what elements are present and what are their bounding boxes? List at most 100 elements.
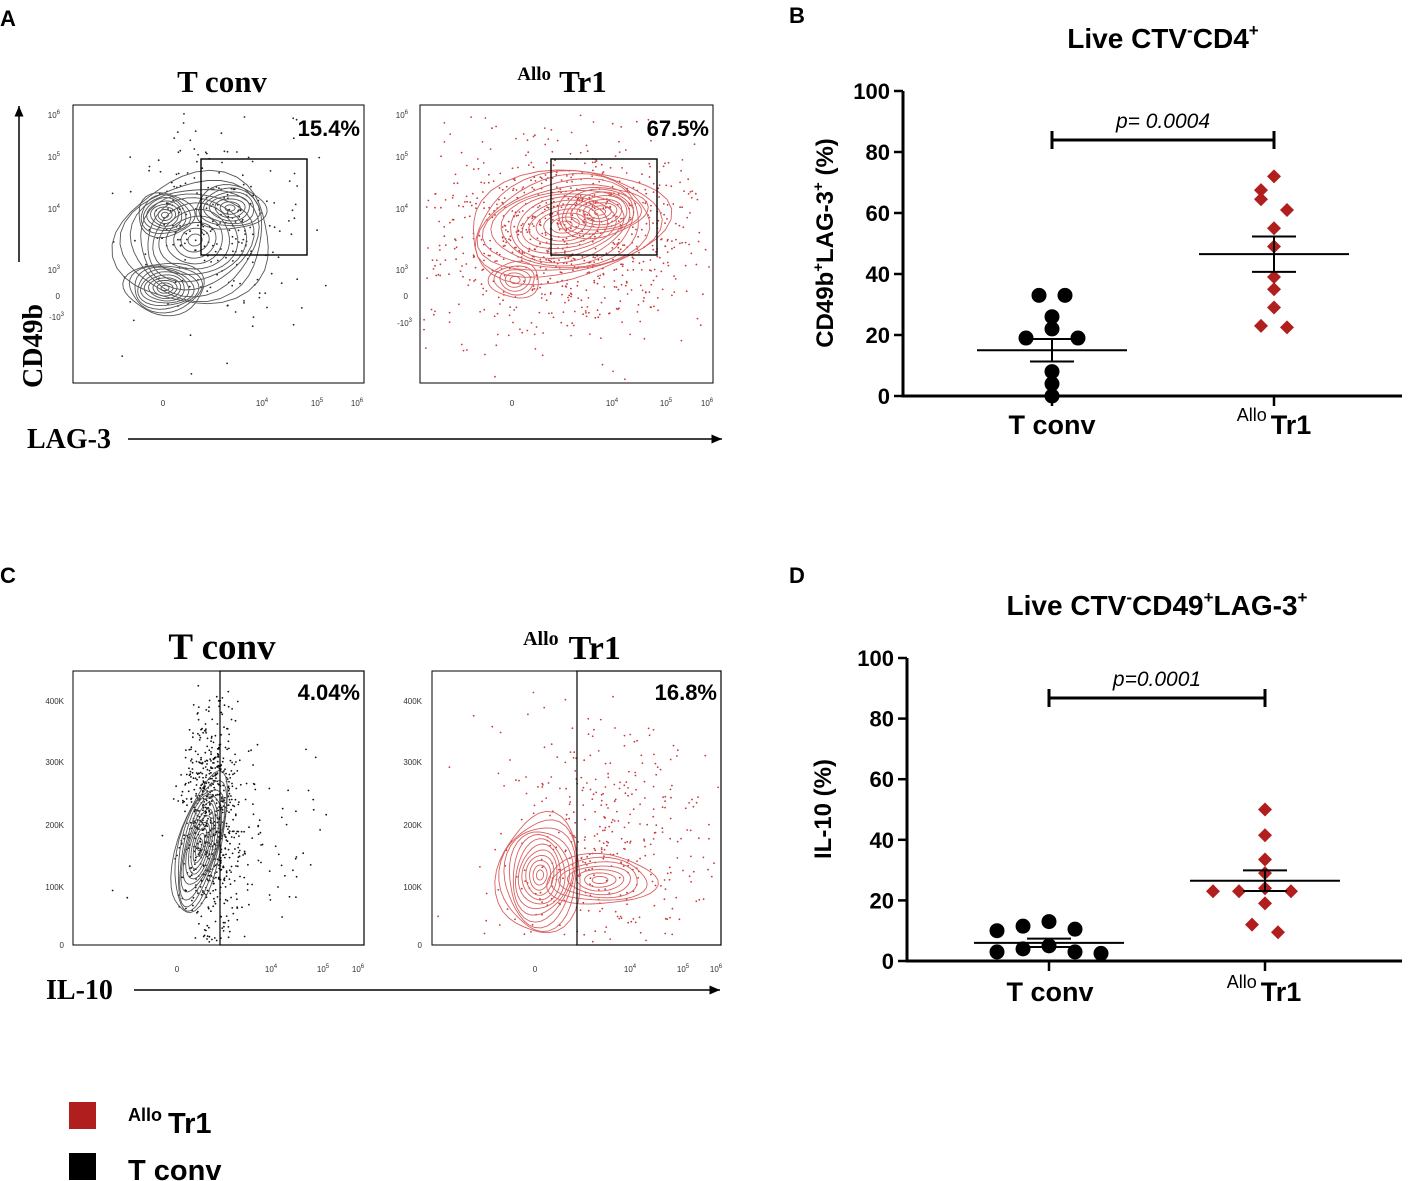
event-dot <box>175 785 178 788</box>
event-dot <box>549 277 552 280</box>
event-dot <box>569 152 572 155</box>
event-dot <box>641 173 643 176</box>
event-dot <box>600 793 603 796</box>
event-dot <box>561 285 564 288</box>
event-dot <box>190 874 193 877</box>
event-dot <box>228 798 231 801</box>
event-dot <box>597 889 600 891</box>
event-dot <box>247 863 249 866</box>
data-point-tr1 <box>1267 169 1281 184</box>
event-dot <box>197 732 199 735</box>
event-dot <box>193 869 195 871</box>
event-dot <box>619 781 621 784</box>
event-dot <box>452 194 454 197</box>
event-dot <box>592 256 595 258</box>
event-dot <box>200 756 203 759</box>
event-dot <box>481 269 484 271</box>
event-dot <box>560 321 563 324</box>
event-dot <box>542 784 544 786</box>
event-dot <box>589 877 592 880</box>
event-dot <box>221 927 224 929</box>
event-dot <box>603 286 606 288</box>
chart-b-ylabel: CD49b+LAG-3+ (%) <box>810 138 839 348</box>
event-dot <box>196 778 198 781</box>
flow-c-right-title-sup: Allo <box>523 628 559 650</box>
data-point-tconv <box>1044 376 1060 392</box>
event-dot <box>210 796 213 798</box>
event-dot <box>111 889 114 892</box>
event-dot <box>681 206 684 209</box>
event-dot <box>192 704 195 706</box>
data-point-tconv <box>1070 330 1086 346</box>
event-dot <box>556 756 559 758</box>
event-dot <box>613 269 616 271</box>
event-dot <box>673 246 676 249</box>
event-dot <box>644 291 647 294</box>
event-dot <box>243 850 246 853</box>
event-dot <box>671 933 674 936</box>
event-dot <box>512 321 514 324</box>
event-dot <box>553 260 556 263</box>
event-dot <box>181 790 184 793</box>
event-dot <box>497 888 500 891</box>
data-point-tr1 <box>1206 884 1220 899</box>
event-dot <box>591 940 594 943</box>
event-dot <box>237 830 240 833</box>
event-dot <box>512 189 514 192</box>
event-dot <box>621 167 623 169</box>
event-dot <box>205 774 208 776</box>
event-dot <box>268 787 271 790</box>
event-dot <box>707 868 709 871</box>
contour-line <box>148 277 182 300</box>
contour-line <box>182 802 216 885</box>
event-dot <box>295 118 298 121</box>
event-dot <box>502 291 505 293</box>
event-dot <box>213 900 216 903</box>
event-dot <box>499 731 502 734</box>
event-dot <box>559 188 562 191</box>
event-dot <box>632 269 635 271</box>
event-dot <box>503 197 506 200</box>
event-dot <box>247 156 250 159</box>
event-dot <box>638 262 641 265</box>
event-dot <box>679 181 681 184</box>
event-dot <box>650 283 653 286</box>
event-dot <box>475 207 477 210</box>
event-dot <box>543 208 546 211</box>
event-dot <box>213 897 215 900</box>
event-dot <box>567 257 570 260</box>
event-dot <box>635 788 637 791</box>
event-dot <box>312 808 315 811</box>
event-dot <box>647 727 650 730</box>
contour-line <box>142 197 187 232</box>
event-dot <box>508 314 511 317</box>
event-dot <box>652 808 655 810</box>
event-dot <box>540 858 543 861</box>
event-dot <box>199 736 202 739</box>
event-dot <box>449 221 451 224</box>
event-dot <box>571 174 574 176</box>
event-dot <box>479 866 481 868</box>
event-dot <box>579 114 582 117</box>
event-dot <box>620 263 622 266</box>
event-dot <box>194 859 197 862</box>
event-dot <box>185 907 187 910</box>
event-dot <box>611 122 614 125</box>
event-dot <box>423 328 425 331</box>
event-dot <box>243 876 246 879</box>
event-dot <box>217 748 220 750</box>
event-dot <box>556 139 559 142</box>
event-dot <box>587 717 590 720</box>
event-dot <box>608 892 611 894</box>
flow-a-left-title: T conv <box>177 64 267 99</box>
event-dot <box>290 233 293 236</box>
event-dot <box>617 308 619 311</box>
event-dot <box>234 753 237 756</box>
event-dot <box>520 887 523 890</box>
event-dot <box>491 127 493 130</box>
event-dot <box>229 759 232 762</box>
contour-line <box>180 227 210 253</box>
event-dot <box>210 771 212 774</box>
event-dot <box>577 841 579 843</box>
event-dot <box>649 868 652 871</box>
